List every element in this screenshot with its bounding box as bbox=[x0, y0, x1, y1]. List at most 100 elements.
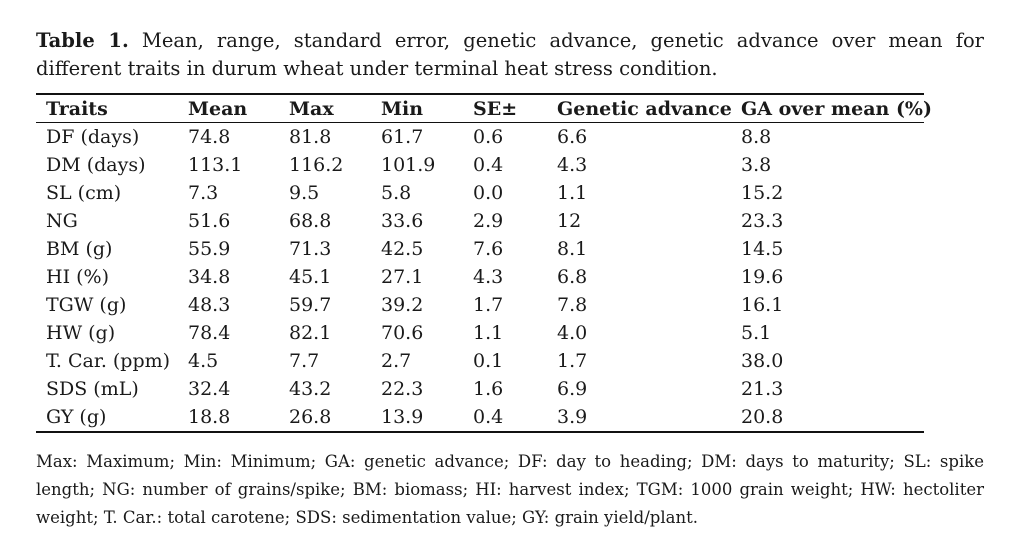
cell-trait: T. Car. (ppm) bbox=[46, 350, 171, 372]
cell-min: 13.9 bbox=[381, 406, 424, 428]
table-row: GY (g) 18.8 26.8 13.9 0.4 3.9 20.8 bbox=[36, 403, 924, 431]
cell-se: 0.4 bbox=[473, 154, 504, 176]
cell-ga-over-mean: 5.1 bbox=[741, 322, 772, 344]
table-row: SDS (mL) 32.4 43.2 22.3 1.6 6.9 21.3 bbox=[36, 375, 924, 403]
table-header-row: Traits Mean Max Min SE± Genetic advance … bbox=[36, 95, 932, 122]
table-row: HI (%) 34.8 45.1 27.1 4.3 6.8 19.6 bbox=[36, 263, 924, 291]
cell-trait: DM (days) bbox=[46, 154, 146, 176]
cell-mean: 48.3 bbox=[188, 294, 231, 316]
cell-ga-over-mean: 16.1 bbox=[741, 294, 784, 316]
column-header-mean: Mean bbox=[188, 97, 248, 120]
cell-mean: 51.6 bbox=[188, 210, 231, 232]
cell-genetic-advance: 6.8 bbox=[557, 266, 588, 288]
cell-ga-over-mean: 20.8 bbox=[741, 406, 784, 428]
cell-trait: SL (cm) bbox=[46, 182, 122, 204]
cell-trait: TGW (g) bbox=[46, 294, 127, 316]
cell-genetic-advance: 1.1 bbox=[557, 182, 588, 204]
cell-ga-over-mean: 15.2 bbox=[741, 182, 784, 204]
cell-trait: BM (g) bbox=[46, 238, 113, 260]
cell-se: 1.6 bbox=[473, 378, 504, 400]
data-table: Traits Mean Max Min SE± Genetic advance … bbox=[36, 95, 932, 431]
cell-ga-over-mean: 14.5 bbox=[741, 238, 784, 260]
cell-trait: HW (g) bbox=[46, 322, 116, 344]
table-body: DF (days) 74.8 81.8 61.7 0.6 6.6 8.8 DM (days) 1… bbox=[36, 122, 924, 431]
cell-max: 9.5 bbox=[289, 182, 320, 204]
cell-genetic-advance: 7.8 bbox=[557, 294, 588, 316]
cell-max: 26.8 bbox=[289, 406, 332, 428]
cell-trait: GY (g) bbox=[46, 406, 107, 428]
cell-se: 0.0 bbox=[473, 182, 504, 204]
cell-ga-over-mean: 38.0 bbox=[741, 350, 784, 372]
cell-mean: 74.8 bbox=[188, 126, 231, 148]
cell-min: 39.2 bbox=[381, 294, 424, 316]
column-header-max: Max bbox=[289, 97, 334, 120]
cell-se: 2.9 bbox=[473, 210, 504, 232]
cell-ga-over-mean: 19.6 bbox=[741, 266, 784, 288]
cell-min: 101.9 bbox=[381, 154, 436, 176]
cell-mean: 4.5 bbox=[188, 350, 219, 372]
cell-max: 81.8 bbox=[289, 126, 332, 148]
column-header-min: Min bbox=[381, 97, 424, 120]
table-row: DM (days) 113.1 116.2 101.9 0.4 4.3 3.8 bbox=[36, 151, 924, 179]
cell-min: 27.1 bbox=[381, 266, 424, 288]
cell-trait: HI (%) bbox=[46, 266, 109, 288]
table-row: TGW (g) 48.3 59.7 39.2 1.7 7.8 16.1 bbox=[36, 291, 924, 319]
cell-mean: 55.9 bbox=[188, 238, 231, 260]
cell-se: 1.7 bbox=[473, 294, 504, 316]
cell-mean: 113.1 bbox=[188, 154, 243, 176]
table-bottom-rule bbox=[36, 431, 924, 433]
table-row: T. Car. (ppm) 4.5 7.7 2.7 0.1 1.7 38.0 bbox=[36, 347, 924, 375]
table-row: SL (cm) 7.3 9.5 5.8 0.0 1.1 15.2 bbox=[36, 179, 924, 207]
cell-se: 0.6 bbox=[473, 126, 504, 148]
cell-mean: 34.8 bbox=[188, 266, 231, 288]
cell-ga-over-mean: 21.3 bbox=[741, 378, 784, 400]
cell-genetic-advance: 8.1 bbox=[557, 238, 588, 260]
table-title: Mean, range, standard error, genetic adv… bbox=[36, 29, 985, 80]
cell-max: 59.7 bbox=[289, 294, 332, 316]
cell-genetic-advance: 12 bbox=[557, 210, 582, 232]
cell-ga-over-mean: 3.8 bbox=[741, 154, 772, 176]
cell-se: 7.6 bbox=[473, 238, 504, 260]
cell-mean: 78.4 bbox=[188, 322, 231, 344]
cell-se: 1.1 bbox=[473, 322, 504, 344]
cell-min: 70.6 bbox=[381, 322, 424, 344]
cell-genetic-advance: 6.9 bbox=[557, 378, 588, 400]
cell-genetic-advance: 4.3 bbox=[557, 154, 588, 176]
table-top-rule bbox=[36, 93, 924, 95]
cell-genetic-advance: 3.9 bbox=[557, 406, 588, 428]
column-header-genetic-advance: Genetic advance bbox=[557, 97, 732, 120]
cell-ga-over-mean: 23.3 bbox=[741, 210, 784, 232]
cell-min: 61.7 bbox=[381, 126, 424, 148]
cell-max: 68.8 bbox=[289, 210, 332, 232]
cell-min: 33.6 bbox=[381, 210, 424, 232]
table-footnote: Max: Maximum; Min: Minimum; GA: genetic … bbox=[36, 452, 984, 527]
table-header-rule bbox=[36, 122, 924, 123]
cell-mean: 32.4 bbox=[188, 378, 231, 400]
table-row: NG 51.6 68.8 33.6 2.9 12 23.3 bbox=[36, 207, 924, 235]
cell-max: 116.2 bbox=[289, 154, 344, 176]
column-header-se: SE± bbox=[473, 97, 518, 120]
cell-se: 0.4 bbox=[473, 406, 504, 428]
cell-min: 42.5 bbox=[381, 238, 424, 260]
cell-ga-over-mean: 8.8 bbox=[741, 126, 772, 148]
cell-min: 22.3 bbox=[381, 378, 424, 400]
cell-trait: NG bbox=[46, 210, 78, 232]
table-row: BM (g) 55.9 71.3 42.5 7.6 8.1 14.5 bbox=[36, 235, 924, 263]
cell-max: 71.3 bbox=[289, 238, 332, 260]
cell-se: 4.3 bbox=[473, 266, 504, 288]
cell-max: 7.7 bbox=[289, 350, 320, 372]
cell-genetic-advance: 1.7 bbox=[557, 350, 588, 372]
cell-max: 82.1 bbox=[289, 322, 332, 344]
table-row: DF (days) 74.8 81.8 61.7 0.6 6.6 8.8 bbox=[36, 122, 924, 151]
column-header-traits: Traits bbox=[46, 97, 108, 120]
cell-min: 5.8 bbox=[381, 182, 412, 204]
cell-trait: SDS (mL) bbox=[46, 378, 139, 400]
cell-genetic-advance: 6.6 bbox=[557, 126, 588, 148]
cell-max: 45.1 bbox=[289, 266, 332, 288]
cell-genetic-advance: 4.0 bbox=[557, 322, 588, 344]
cell-se: 0.1 bbox=[473, 350, 504, 372]
column-header-ga-over-mean: GA over mean (%) bbox=[741, 97, 932, 120]
table-label: Table 1. bbox=[36, 29, 129, 52]
table-row: HW (g) 78.4 82.1 70.6 1.1 4.0 5.1 bbox=[36, 319, 924, 347]
cell-trait: DF (days) bbox=[46, 126, 140, 148]
